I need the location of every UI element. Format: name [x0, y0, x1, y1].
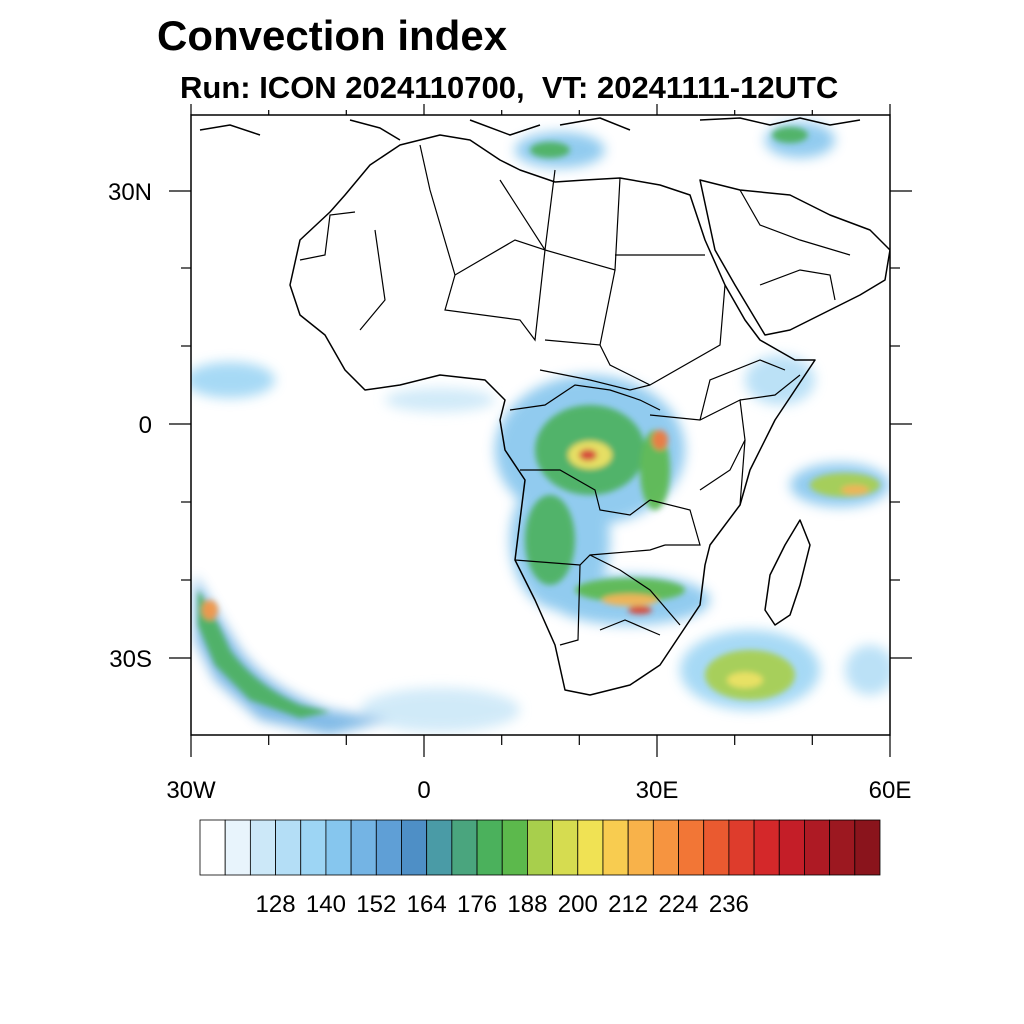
colorbar-swatch: [401, 819, 428, 876]
convection-field: [191, 122, 890, 735]
field-core: [772, 127, 808, 143]
axis-ticks: [169, 104, 912, 757]
colorbar-label: 224: [658, 891, 698, 918]
colorbar-swatch: [577, 819, 604, 876]
arabia-coastline: [699, 179, 890, 336]
colorbar-label: 188: [507, 891, 547, 918]
lon-label-30w: 30W: [166, 777, 216, 804]
colorbar-swatch: [728, 819, 755, 876]
border-line: [539, 369, 651, 391]
border-line: [649, 399, 746, 491]
border-line: [739, 439, 746, 506]
colorbar-swatch: [678, 819, 705, 876]
lat-label-0: 0: [139, 412, 152, 439]
colorbar-swatch: [199, 819, 226, 876]
colorbar-swatch: [249, 819, 276, 876]
border-line: [444, 249, 546, 342]
colorbar-swatch: [804, 819, 831, 876]
field-blob: [195, 575, 390, 735]
lat-label-30s: 30S: [109, 646, 152, 673]
colorbar-label: 128: [256, 891, 296, 918]
colorbar-label: 164: [407, 891, 447, 918]
field-hot: [602, 594, 658, 606]
field-blob: [360, 688, 520, 732]
colorbar-swatch: [703, 819, 730, 876]
border-line: [544, 269, 616, 346]
lon-label-30e: 30E: [636, 777, 679, 804]
colorbar-swatch: [854, 819, 881, 876]
lat-label-30n: 30N: [108, 179, 152, 206]
border-line: [759, 269, 836, 301]
field-blob: [845, 645, 890, 695]
lon-axis-labels: 30W 0 30E 60E: [166, 777, 911, 804]
border-line: [359, 229, 386, 331]
colorbar: [199, 819, 881, 876]
border-line: [509, 384, 661, 411]
field-blob: [191, 362, 275, 398]
field-hot: [727, 672, 763, 688]
colorbar-swatch: [652, 819, 679, 876]
border-line: [739, 189, 851, 256]
africa-coastline: [289, 134, 816, 696]
border-line: [699, 359, 786, 421]
colorbar-swatch: [451, 819, 478, 876]
colorbar-swatch: [275, 819, 302, 876]
border-line: [599, 284, 726, 386]
border-line: [739, 374, 801, 401]
colorbar-label: 212: [608, 891, 648, 918]
border-line: [559, 564, 581, 646]
colorbar-label: 152: [356, 891, 396, 918]
colorbar-labels: 128 140 152 164 176 188 200 212 224 236: [256, 891, 749, 918]
colorbar-swatch: [602, 819, 629, 876]
chart-title: Convection index: [157, 12, 508, 59]
colorbar-label: 236: [709, 891, 749, 918]
colorbar-swatch: [224, 819, 251, 876]
colorbar-swatch: [552, 819, 579, 876]
colorbar-swatch: [325, 819, 352, 876]
colorbar-swatch: [527, 819, 553, 876]
field-hot: [628, 606, 652, 614]
chart-subtitle: Run: ICON 2024110700, VT: 20241111-12UTC: [180, 70, 839, 105]
colorbar-swatch: [778, 819, 805, 876]
colorbar-swatch: [501, 819, 528, 876]
field-hot: [652, 430, 668, 450]
colorbar-swatch: [829, 819, 856, 876]
colorbar-swatch: [300, 819, 327, 876]
field-core: [575, 578, 685, 602]
colorbar-swatch: [476, 819, 503, 876]
field-blob: [385, 388, 495, 412]
colorbar-swatch: [350, 819, 377, 876]
colorbar-label: 176: [457, 891, 497, 918]
map-frame: [190, 114, 891, 736]
field-core: [525, 495, 575, 585]
border-line: [589, 554, 681, 626]
field-core: [640, 430, 670, 510]
border-line: [419, 144, 556, 276]
lat-axis-labels: 30N 0 30S: [108, 179, 152, 673]
field-hot: [841, 485, 869, 495]
border-line: [649, 499, 701, 546]
lon-label-0: 0: [417, 777, 430, 804]
country-borders: [299, 144, 851, 646]
field-core: [198, 590, 330, 718]
lon-label-60e: 60E: [869, 777, 912, 804]
border-line: [599, 619, 661, 636]
border-line: [499, 177, 621, 271]
field-blob: [745, 355, 815, 405]
field-core: [530, 142, 570, 158]
colorbar-swatch: [627, 819, 654, 876]
colorbar-swatch: [426, 819, 453, 876]
field-hot: [579, 449, 597, 461]
europe-coastline: [199, 117, 861, 141]
colorbar-label: 140: [306, 891, 346, 918]
border-line: [520, 469, 651, 516]
colorbar-label: 200: [558, 891, 598, 918]
colorbar-swatch: [753, 819, 780, 876]
coastlines: [199, 117, 890, 696]
border-line: [299, 211, 356, 261]
madagascar-coastline: [764, 519, 811, 626]
field-hot: [202, 600, 218, 620]
colorbar-swatch: [375, 819, 402, 876]
